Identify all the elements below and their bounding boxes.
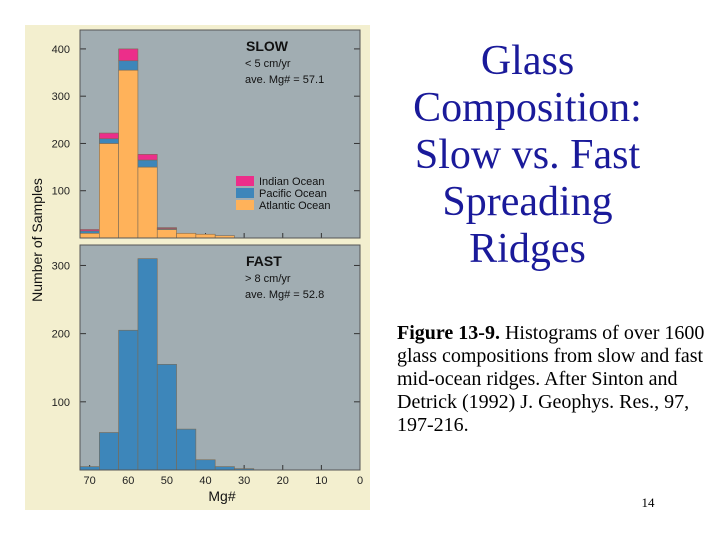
slide-title-line: Slow vs. Fast bbox=[414, 132, 641, 178]
bar-segment bbox=[156, 227, 177, 229]
legend-label: Pacific Ocean bbox=[259, 188, 327, 200]
slide-title-line: Ridges bbox=[469, 226, 586, 272]
legend-label: Atlantic Ocean bbox=[259, 200, 331, 212]
y-tick-label: 300 bbox=[52, 91, 70, 103]
bar-segment bbox=[137, 154, 158, 161]
plot-frame bbox=[79, 29, 361, 239]
figure-caption: Figure 13-9. Histograms of over 1600 gla… bbox=[397, 322, 717, 437]
bar-segment bbox=[99, 143, 119, 239]
y-tick-label: 200 bbox=[52, 329, 70, 341]
panel-title: SLOW bbox=[246, 38, 289, 54]
x-tick-label: 60 bbox=[122, 475, 134, 487]
bar-segment bbox=[195, 459, 216, 471]
bar-segment bbox=[118, 48, 139, 62]
bar-segment bbox=[99, 132, 119, 140]
bar-segment bbox=[79, 229, 100, 232]
legend-label: Indian Ocean bbox=[259, 176, 324, 188]
bar-segment bbox=[118, 60, 139, 71]
x-tick-label: 10 bbox=[315, 475, 327, 487]
y-tick-label: 100 bbox=[52, 397, 70, 409]
slide-title-line: Glass bbox=[480, 38, 575, 84]
panel-annotation: < 5 cm/yr bbox=[245, 58, 291, 70]
slide-title: Glass Composition: Slow vs. Fast Spreadi… bbox=[395, 38, 660, 273]
panel-annotation: > 8 cm/yr bbox=[245, 273, 291, 285]
bar-segment bbox=[214, 466, 235, 471]
x-tick-label: 40 bbox=[199, 475, 211, 487]
bar-segment bbox=[79, 232, 100, 239]
bar-segment bbox=[195, 233, 216, 239]
bar-segment bbox=[137, 258, 158, 471]
slide-title-line: Spreading bbox=[442, 179, 613, 225]
x-tick-label: 0 bbox=[357, 475, 363, 487]
x-tick-label: 70 bbox=[84, 475, 96, 487]
panel-title: FAST bbox=[246, 253, 282, 269]
panel-annotation: ave. Mg# = 52.8 bbox=[245, 289, 324, 301]
caption-label: Figure 13-9. bbox=[397, 322, 500, 344]
legend-swatch bbox=[236, 188, 254, 198]
caption-text: Histograms of over 1600 glass compositio… bbox=[397, 322, 705, 436]
y-axis-label: Number of Samples bbox=[29, 178, 45, 302]
x-tick-label: 20 bbox=[277, 475, 289, 487]
slide-title-line: Composition: bbox=[413, 85, 642, 131]
bar-segment bbox=[156, 229, 177, 239]
panel-annotation: ave. Mg# = 57.1 bbox=[245, 74, 324, 86]
bar-segment bbox=[79, 466, 100, 471]
bar-segment bbox=[99, 432, 119, 471]
y-tick-label: 100 bbox=[52, 186, 70, 198]
y-tick-label: 200 bbox=[52, 138, 70, 150]
bar-segment bbox=[137, 166, 158, 239]
bar-segment bbox=[79, 230, 100, 234]
legend-swatch bbox=[236, 200, 254, 210]
x-tick-label: 30 bbox=[238, 475, 250, 487]
bar-segment bbox=[156, 364, 177, 471]
bar-segment bbox=[118, 69, 139, 239]
bar-segment bbox=[176, 428, 197, 471]
bar-segment bbox=[137, 159, 158, 168]
legend-swatch bbox=[236, 176, 254, 186]
plot-frame bbox=[79, 244, 361, 471]
x-tick-label: 50 bbox=[161, 475, 173, 487]
x-axis-label: Mg# bbox=[208, 488, 235, 504]
bar-segment bbox=[176, 232, 197, 239]
y-tick-label: 400 bbox=[52, 44, 70, 56]
bar-segment bbox=[118, 329, 139, 471]
slide-number: 14 bbox=[641, 495, 655, 510]
bar-segment bbox=[99, 138, 119, 144]
y-tick-label: 300 bbox=[52, 260, 70, 272]
